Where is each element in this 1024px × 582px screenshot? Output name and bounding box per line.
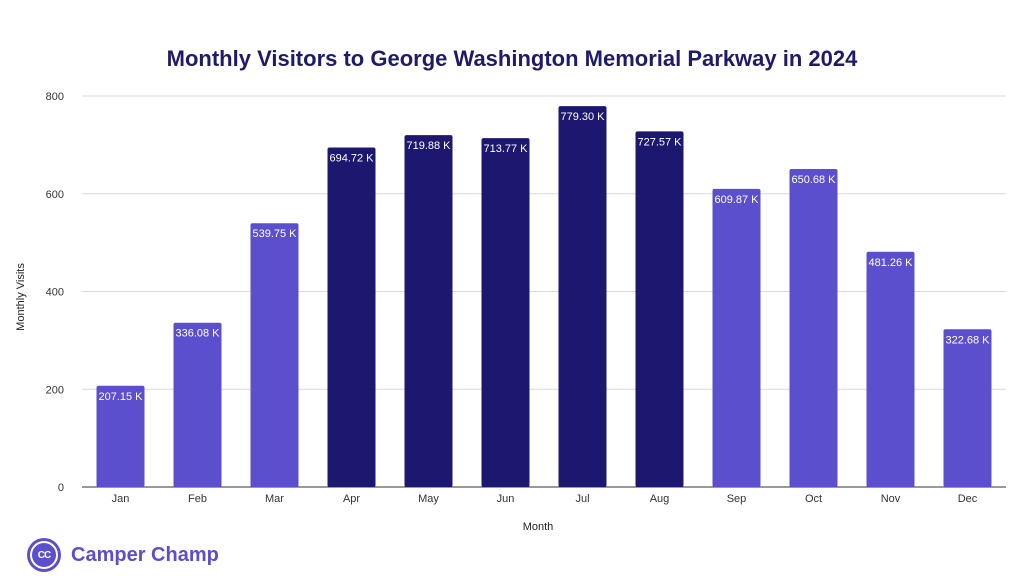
- x-tick-label-apr: Apr: [343, 493, 360, 505]
- bar-aug: [635, 131, 684, 488]
- brand-logo-text: CC: [30, 541, 58, 569]
- y-tick-label: 600: [46, 189, 64, 201]
- bar-jul: [558, 106, 607, 487]
- data-label-mar: 539.75 K: [252, 228, 297, 240]
- brand: CC Camper Champ: [27, 536, 219, 574]
- data-label-jun: 713.77 K: [483, 143, 528, 155]
- bars: [96, 106, 992, 488]
- x-tick-label-jul: Jul: [575, 493, 589, 505]
- y-tick-label: 400: [46, 287, 64, 299]
- data-label-sep: 609.87 K: [714, 194, 759, 206]
- bar-may: [404, 135, 453, 488]
- y-tick-label: 0: [58, 482, 64, 494]
- bar-sep: [712, 188, 761, 488]
- bar-jun: [481, 138, 530, 488]
- x-axis-ticks: Jan Feb Mar Apr May Jun Jul Aug Sep Oct Nov Dec: [112, 493, 978, 505]
- x-tick-label-aug: Aug: [650, 493, 670, 505]
- x-tick-label-nov: Nov: [881, 493, 901, 505]
- bar-apr: [327, 147, 376, 487]
- x-tick-label-jun: Jun: [497, 493, 515, 505]
- gridlines: [82, 95, 1006, 488]
- bar-dec: [943, 329, 992, 487]
- bar-jan: [96, 385, 145, 487]
- data-label-feb: 336.08 K: [175, 328, 220, 340]
- x-tick-label-jan: Jan: [112, 493, 130, 505]
- data-label-jul: 779.30 K: [560, 111, 605, 123]
- y-tick-label: 800: [46, 91, 64, 103]
- data-label-aug: 727.57 K: [637, 136, 682, 148]
- y-axis-title: Monthly Visits: [15, 263, 27, 331]
- bar-mar: [250, 223, 299, 487]
- y-axis-ticks: 0 200 400 600 800: [46, 91, 64, 494]
- chart-title: Monthly Visitors to George Washington Me…: [166, 46, 858, 71]
- data-label-may: 719.88 K: [406, 140, 451, 152]
- data-label-oct: 650.68 K: [791, 174, 836, 186]
- x-tick-label-sep: Sep: [727, 493, 747, 505]
- y-tick-label: 200: [46, 384, 64, 396]
- x-tick-label-feb: Feb: [188, 493, 207, 505]
- x-axis-title: Month: [523, 521, 554, 533]
- x-tick-label-oct: Oct: [805, 493, 822, 505]
- data-label-jan: 207.15 K: [98, 391, 143, 403]
- bar-oct: [789, 168, 838, 487]
- bar-feb: [173, 322, 222, 487]
- bar-nov: [866, 251, 915, 487]
- camper-champ-logo-icon: CC: [27, 538, 61, 572]
- data-label-dec: 322.68 K: [945, 334, 990, 346]
- x-tick-label-may: May: [418, 493, 439, 505]
- data-label-nov: 481.26 K: [868, 257, 913, 269]
- x-tick-label-mar: Mar: [265, 493, 284, 505]
- brand-name: Camper Champ: [71, 543, 219, 566]
- x-tick-label-dec: Dec: [958, 493, 978, 505]
- data-label-apr: 694.72 K: [329, 152, 374, 164]
- data-labels: 207.15 K 336.08 K 539.75 K 694.72 K 719.88 K…: [98, 111, 990, 403]
